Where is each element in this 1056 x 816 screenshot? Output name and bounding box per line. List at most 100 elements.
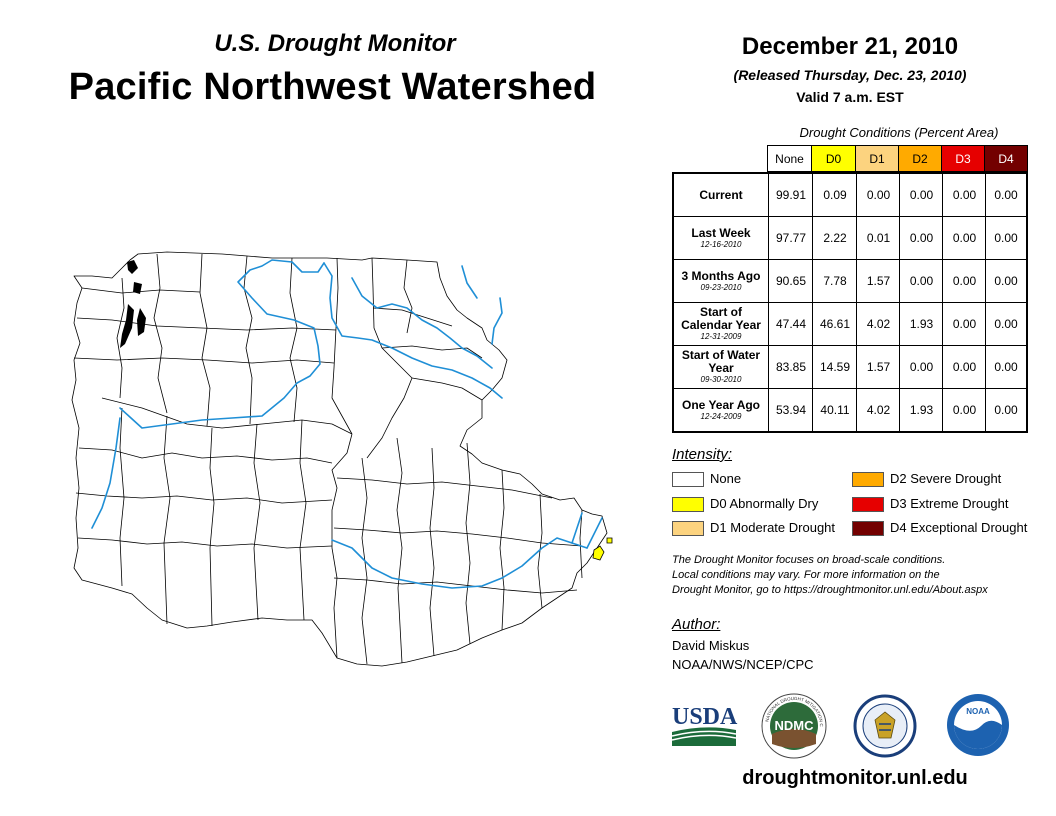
note-line-3: Drought Monitor, go to https://droughtmo…: [672, 584, 988, 596]
author-name: David Miskus: [672, 638, 750, 653]
valid-time: Valid 7 a.m. EST: [796, 89, 904, 105]
row-label-text: 3 Months Ago: [681, 268, 761, 283]
table-cell: 97.77: [768, 217, 813, 259]
table-row: Start of Calendar Year 12-31-2009 47.44 46.…: [674, 303, 1026, 346]
note-line-1: The Drought Monitor focuses on broad-sca…: [672, 554, 946, 566]
table-cell: 99.91: [768, 174, 813, 216]
intensity-heading: Intensity:: [672, 446, 733, 463]
row-label: One Year Ago 12-24-2009: [674, 389, 768, 431]
row-label-text: Start of Water Year: [681, 348, 761, 375]
table-cell: 0.09: [812, 174, 857, 216]
table-cell: 1.57: [856, 260, 900, 302]
table-row: Start of Water Year 09-30-2010 83.85 14.59 1…: [674, 346, 1026, 389]
table-cell: 53.94: [768, 389, 813, 431]
table-header-d3: D3: [941, 145, 985, 172]
boundary-or-id: [331, 433, 353, 659]
table-cell: 2.22: [812, 217, 857, 259]
table-cell: 0.00: [899, 174, 943, 216]
legend-swatch: [852, 521, 884, 536]
rivers: [91, 259, 603, 589]
legend-label: D1 Moderate Drought: [710, 520, 836, 535]
table-cell: 0.00: [985, 303, 1026, 345]
legend-label: D0 Abnormally Dry: [710, 496, 819, 511]
table-cell: 0.00: [985, 346, 1026, 388]
boundary-id-mt: [366, 257, 413, 459]
row-label: Start of Calendar Year 12-31-2009: [674, 303, 768, 345]
row-label-date: 09-23-2010: [700, 282, 742, 292]
table-cell: 0.00: [985, 260, 1026, 302]
table-header-d1: D1: [855, 145, 899, 172]
table-cell: 0.00: [856, 174, 900, 216]
table-cell: 1.57: [856, 346, 900, 388]
row-label-date: 12-24-2009: [700, 411, 742, 421]
ndmc-logo: NDMC NATIONAL DROUGHT MITIGATION CENTER: [760, 692, 827, 759]
table-header-d0: D0: [811, 145, 856, 172]
legend-label: None: [710, 471, 742, 486]
table-caption: Drought Conditions (Percent Area): [799, 125, 999, 140]
row-label: Last Week 12-16-2010: [674, 217, 768, 259]
table-cell: 0.00: [942, 389, 986, 431]
usda-logo: USDA: [671, 704, 738, 746]
row-label: 3 Months Ago 09-23-2010: [674, 260, 768, 302]
row-label: Current: [674, 174, 768, 216]
legend-swatch: [852, 497, 884, 512]
table-cell: 0.00: [942, 217, 986, 259]
noaa-logo: NOAA: [947, 694, 1009, 756]
table-row: 3 Months Ago 09-23-2010 90.65 7.78 1.57 0.00 0…: [674, 260, 1026, 303]
drought-conditions-table: Current 99.91 0.09 0.00 0.00 0.00 0.00 Last Wee…: [672, 172, 1028, 433]
row-label-date: 12-16-2010: [700, 239, 742, 249]
table-row: Current 99.91 0.09 0.00 0.00 0.00 0.00: [674, 174, 1026, 217]
columbia-river: [119, 259, 325, 429]
table-cell: 47.44: [768, 303, 813, 345]
table-cell: 7.78: [812, 260, 857, 302]
svg-text:USDA: USDA: [672, 704, 738, 730]
map-subtitle: U.S. Drought Monitor: [214, 30, 456, 57]
d0-drought-area: [592, 545, 605, 561]
table-cell: 0.00: [942, 303, 986, 345]
table-cell: 0.00: [942, 346, 986, 388]
snake-river: [323, 262, 503, 399]
legend-swatch: [672, 472, 704, 487]
row-label-date: 09-30-2010: [700, 375, 742, 384]
author-organization: NOAA/NWS/NCEP/CPC: [672, 657, 814, 672]
table-cell: 0.00: [985, 389, 1026, 431]
table-cell: 1.93: [899, 303, 943, 345]
note-line-2: Local conditions may vary. For more info…: [672, 569, 940, 581]
table-header-d4: D4: [984, 145, 1028, 172]
boundary-wa-id: [331, 257, 353, 435]
disclaimer-note: The Drought Monitor focuses on broad-sca…: [672, 553, 1042, 598]
legend-swatch: [672, 497, 704, 512]
table-header-d2: D2: [898, 145, 942, 172]
legend-label: D2 Severe Drought: [890, 471, 1002, 486]
map-title: Pacific Northwest Watershed: [68, 66, 597, 108]
release-date: (Released Thursday, Dec. 23, 2010): [733, 67, 967, 83]
row-label-text: One Year Ago: [681, 397, 761, 412]
boundary-wa-or: [101, 397, 353, 435]
snake-lower-river: [331, 537, 588, 589]
table-cell: 0.00: [985, 174, 1026, 216]
table-row: One Year Ago 12-24-2009 53.94 40.11 4.02 1.93…: [674, 389, 1026, 432]
table-cell: 1.93: [899, 389, 943, 431]
boundary-id-wy: [579, 509, 583, 579]
d0-drought-area-2: [606, 537, 613, 544]
legend-label: D4 Exceptional Drought: [890, 520, 1028, 535]
table-cell: 46.61: [812, 303, 857, 345]
table-cell: 0.00: [985, 217, 1026, 259]
row-label-text: Last Week: [691, 225, 751, 240]
puget-sound-islands: [120, 260, 146, 348]
table-cell: 40.11: [812, 389, 857, 431]
website-link[interactable]: droughtmonitor.unl.edu: [742, 767, 968, 789]
table-cell: 90.65: [768, 260, 813, 302]
svg-text:NOAA: NOAA: [966, 707, 990, 716]
table-row: Last Week 12-16-2010 97.77 2.22 0.01 0.00 0.00…: [674, 217, 1026, 260]
watershed-map: [71, 251, 613, 667]
row-label: Start of Water Year 09-30-2010: [674, 346, 768, 388]
table-cell: 0.00: [899, 346, 943, 388]
legend-swatch: [672, 521, 704, 536]
region-outline: [71, 251, 608, 667]
table-cell: 4.02: [856, 389, 900, 431]
table-cell: 0.00: [942, 260, 986, 302]
row-label-date: 12-31-2009: [700, 332, 742, 341]
legend-swatch: [852, 472, 884, 487]
author-heading: Author:: [672, 616, 721, 633]
